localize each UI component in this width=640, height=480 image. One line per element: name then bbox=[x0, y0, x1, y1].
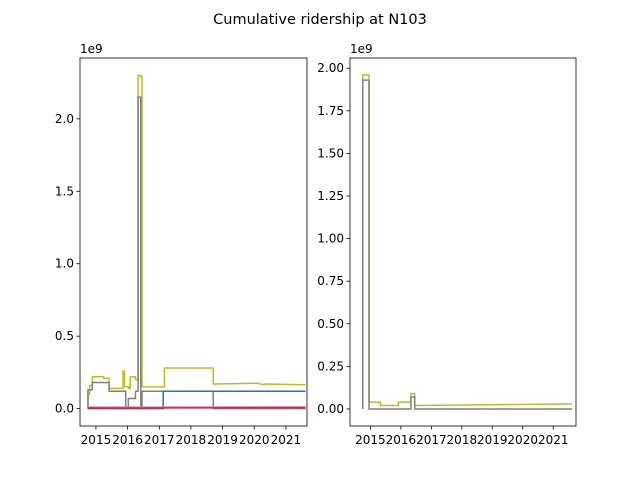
left-y-tick-label: 0.5 bbox=[55, 329, 74, 343]
left-y-tick-label: 1.5 bbox=[55, 184, 74, 198]
left-y-offset-label: 1e9 bbox=[80, 42, 103, 56]
left-y-tick-label: 1.0 bbox=[55, 257, 74, 271]
right-chart-panel: 2015 2016 2017 2018 2019 2020 2021 0.00 0.25 0.50… bbox=[317, 42, 577, 447]
left-series-line-1 bbox=[87, 74, 306, 409]
figure-title: Cumulative ridership at N103 bbox=[213, 12, 427, 28]
right-y-offset-label: 1e9 bbox=[350, 42, 373, 56]
left-axes-frame bbox=[79, 57, 308, 427]
left-x-tick-label: 2018 bbox=[176, 433, 207, 447]
right-x-tick-label: 2020 bbox=[507, 433, 538, 447]
left-chart-panel: 2015 2016 2017 2018 2019 2020 2021 0.0 0.5 1.0 1.5… bbox=[55, 42, 308, 447]
left-x-tick-label: 2015 bbox=[81, 433, 112, 447]
right-x-tick-label: 2018 bbox=[447, 433, 478, 447]
right-y-tick-label: 0.00 bbox=[317, 402, 344, 416]
right-x-tick-label: 2016 bbox=[386, 433, 417, 447]
left-series-line-2 bbox=[87, 96, 306, 410]
right-axes-frame bbox=[349, 57, 577, 427]
right-y-tick-label: 1.50 bbox=[317, 146, 344, 160]
left-y-tick-label: 0.0 bbox=[55, 402, 74, 416]
right-series-line-2 bbox=[362, 79, 573, 410]
right-y-tick-label: 1.25 bbox=[317, 189, 344, 203]
right-x-tick-label: 2021 bbox=[538, 433, 569, 447]
right-y-tick-label: 0.75 bbox=[317, 274, 344, 288]
left-x-tick-label: 2017 bbox=[144, 433, 175, 447]
left-x-tick-label: 2016 bbox=[112, 433, 143, 447]
right-y-tick-label: 0.50 bbox=[317, 317, 344, 331]
right-y-tick-label: 1.75 bbox=[317, 104, 344, 118]
right-x-tick-label: 2015 bbox=[355, 433, 386, 447]
left-x-tick-label: 2020 bbox=[239, 433, 270, 447]
left-x-tick-label: 2021 bbox=[271, 433, 302, 447]
right-y-tick-label: 1.00 bbox=[317, 232, 344, 246]
right-x-tick-label: 2017 bbox=[416, 433, 447, 447]
left-x-tick-label: 2019 bbox=[207, 433, 238, 447]
left-series-group bbox=[87, 74, 306, 410]
left-y-tick-label: 2.0 bbox=[55, 112, 74, 126]
right-x-tick-label: 2019 bbox=[477, 433, 508, 447]
right-y-tick-label: 0.25 bbox=[317, 359, 344, 373]
right-y-tick-label: 2.00 bbox=[317, 61, 344, 75]
right-series-group bbox=[362, 74, 573, 410]
